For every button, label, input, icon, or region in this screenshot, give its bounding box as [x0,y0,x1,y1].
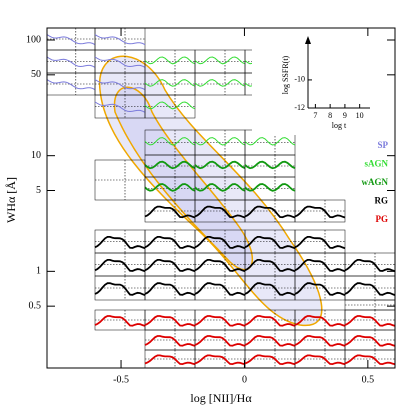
sfh-curve [294,236,346,250]
sfh-curve [244,335,296,347]
y-tick-label: 10 [31,150,41,161]
x-axis-label: log [NII]/Hα [190,391,252,405]
sfh-curve [144,282,196,296]
sfh-curve [194,79,246,87]
sfh-curve [144,236,196,250]
sfh-curve [46,79,96,91]
sfh-curve [94,259,146,273]
sfh-curve [144,101,196,110]
sfh-curve [144,79,196,87]
inset-arrow [305,36,311,44]
sfh-curve [194,315,246,327]
y-tick-label: 5 [36,185,41,196]
sfh-curve [194,282,246,296]
sfh-curve [294,315,346,327]
inset-x-tick-label: 8 [328,111,332,120]
sfh-curve [244,315,296,327]
y-tick-label: 0.5 [29,300,42,311]
inset-x-label: log t [332,121,347,130]
inset-background [252,29,394,135]
sfh-curve [194,205,246,219]
sfh-curve [344,282,396,296]
sfh-curve [194,236,246,250]
sfh-curve [194,56,246,65]
sfh-curve [94,282,146,296]
legend-entry: PG [376,214,389,224]
inset-x-tick-label: 10 [356,111,364,120]
sfh-curve [194,137,246,146]
legend-entry: wAGN [362,177,389,187]
sfh-curve [344,315,396,327]
sfh-curve [244,183,296,192]
distribution-layer [99,55,323,327]
sfh-curve [144,354,196,366]
sfh-curve [144,183,196,192]
sfh-panels [46,27,396,369]
sfh-curve [144,205,196,219]
sfh-curve [294,354,346,366]
sfh-curve [94,34,146,46]
sfh-curve [144,137,196,146]
sfh-curve [294,259,346,273]
sfh-curve [94,101,146,113]
sfh-curve [46,56,96,68]
sfh-curve [194,160,246,170]
x-tick-label: 0 [242,374,247,385]
sfh-curve [244,354,296,366]
sfh-curve [344,354,396,366]
x-tick-label: -0.5 [113,374,129,385]
y-tick-label: 1 [36,266,41,277]
y-tick-label: 100 [26,34,41,45]
sfh-curve [94,79,146,91]
sfh-curve [144,259,196,273]
inset-x-tick-label: 7 [313,111,317,120]
sfh-curve [244,259,296,273]
sfh-curve [94,236,146,250]
plot-frame [46,27,396,369]
sfh-curve [94,56,146,68]
sfh-curve [46,34,96,46]
sfh-curve [144,315,196,327]
inset-y-label: log SSFR(t) [281,55,290,94]
sfh-curve [244,137,296,146]
sfh-curve [244,236,296,250]
sfh-curve [294,335,346,347]
legend-entry: sAGN [364,159,388,169]
sfh-curve [194,354,246,366]
inset-x-tick-label: 9 [343,111,347,120]
inner-contour [113,86,254,271]
inset-y-tick-label: -12 [294,103,305,112]
sfh-curve [244,282,296,296]
sfh-curve [144,56,196,65]
legend-entry: RG [375,196,389,206]
sfh-curve [194,259,246,273]
y-axis-label: WHα [Å] [4,177,18,223]
inset-y-tick-label: -10 [294,75,305,84]
sfh-curve [344,335,396,347]
sfh-curve [194,335,246,347]
legend-entry: SP [377,140,388,150]
sfh-curve [344,259,396,273]
sfh-curve [144,335,196,347]
sfh-curve [294,205,346,219]
sfh-curve [244,205,296,219]
sfh-curve [294,282,346,296]
sfh-curve [144,160,196,170]
y-tick-label: 50 [31,69,41,80]
x-tick-label: 0.5 [362,374,375,385]
sfh-curve [194,183,246,192]
sfh-curve [94,315,146,327]
sfh-curve [244,160,296,170]
